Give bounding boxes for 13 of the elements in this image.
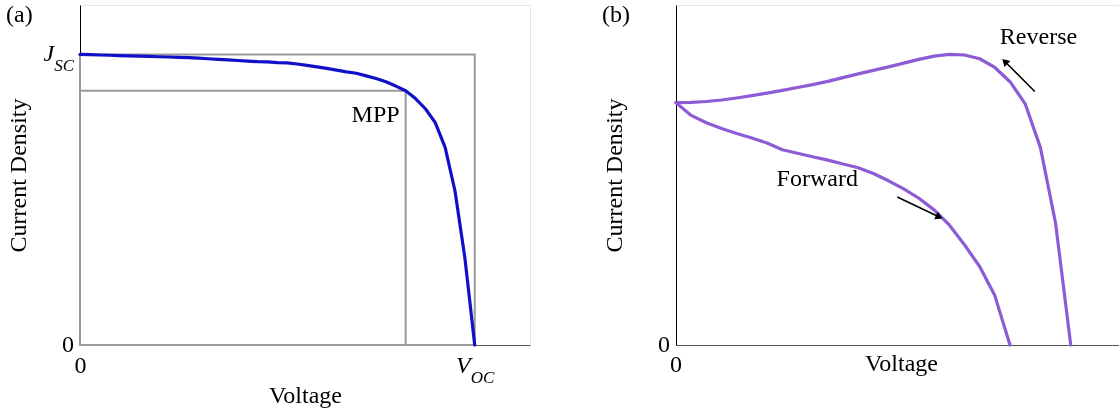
y-axis-title: Current Density — [600, 98, 627, 253]
y-axis-title: Current Density — [4, 98, 31, 253]
x-axis-title: Voltage — [269, 381, 342, 408]
series-label: Forward — [776, 164, 858, 191]
text: J$_{SC}$ — [43, 40, 75, 75]
x-axis-title: Voltage — [865, 349, 938, 376]
series-label: Reverse — [999, 23, 1078, 50]
chart-title: (b) — [602, 1, 630, 27]
x-tick-label: V$_{OC}$ — [456, 351, 496, 386]
annotation: 0 — [658, 331, 670, 357]
chart-title: (a) — [6, 1, 33, 27]
text: 0 — [62, 331, 74, 357]
annotation: MPP — [351, 100, 400, 127]
